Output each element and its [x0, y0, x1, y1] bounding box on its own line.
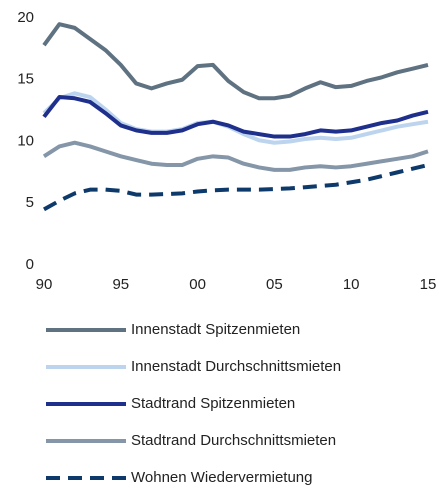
series-line: [42, 22, 429, 101]
legend-label: Innenstadt Durchschnittsmieten: [131, 358, 341, 375]
series-line: [42, 95, 429, 139]
x-tick-label: 05: [266, 276, 283, 293]
x-tick-label: 15: [420, 276, 437, 293]
x-tick-label: 95: [112, 276, 129, 293]
legend-label: Innenstadt Spitzenmieten: [131, 321, 300, 338]
series-line: [42, 140, 429, 172]
legend-label: Stadtrand Spitzenmieten: [131, 395, 295, 412]
legend-label: Stadtrand Durchschnittsmieten: [131, 432, 336, 449]
y-tick-label: 20: [17, 9, 34, 26]
y-tick-label: 15: [17, 71, 34, 88]
y-tick-label: 5: [26, 194, 34, 211]
series-line: [43, 163, 429, 212]
y-tick-label: 0: [26, 256, 34, 273]
x-tick-label: 90: [36, 276, 53, 293]
x-tick-label: 00: [189, 276, 206, 293]
x-tick-label: 10: [343, 276, 360, 293]
legend-label: Wohnen Wiedervermietung: [131, 469, 312, 486]
y-tick-label: 10: [17, 132, 34, 149]
series-line: [42, 91, 429, 145]
